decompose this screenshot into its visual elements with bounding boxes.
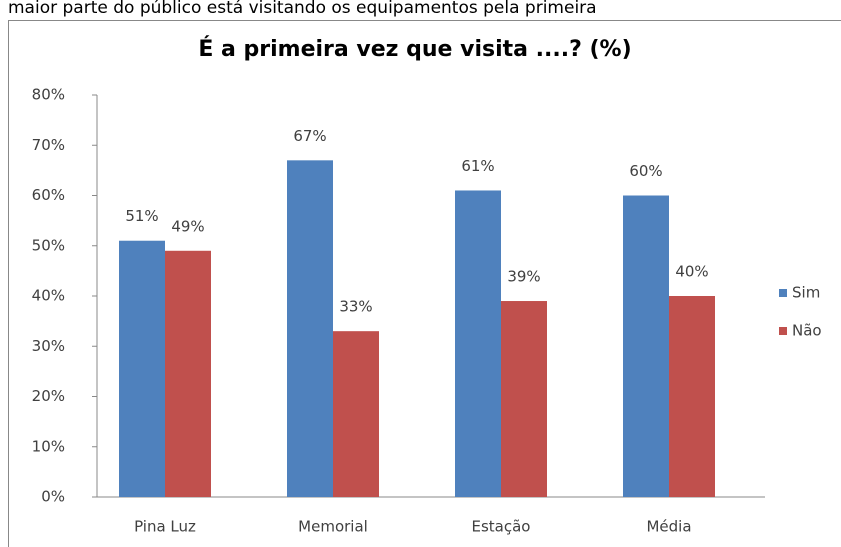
- data-label: 33%: [339, 298, 372, 316]
- y-tick-label: 30%: [32, 337, 65, 355]
- bar: [501, 301, 547, 497]
- chart-border: [8, 20, 841, 547]
- x-tick-label: Estação: [472, 518, 531, 536]
- bar: [165, 250, 211, 497]
- data-label: 49%: [171, 217, 204, 235]
- data-label: 51%: [125, 207, 158, 225]
- data-label: 67%: [293, 127, 326, 145]
- data-label: 61%: [461, 157, 494, 175]
- bar: [669, 296, 715, 497]
- bar: [333, 331, 379, 497]
- caption: maior parte do público está visitando os…: [8, 0, 597, 18]
- bar: [119, 240, 165, 497]
- data-label: 39%: [507, 268, 540, 286]
- chart-title: É a primeira vez que visita ....? (%): [198, 36, 631, 62]
- data-label: 40%: [675, 263, 708, 281]
- x-tick-label: Pina Luz: [134, 518, 196, 536]
- y-tick-label: 60%: [32, 186, 65, 204]
- y-tick-label: 80%: [32, 86, 65, 104]
- legend-label: Não: [792, 322, 822, 340]
- y-tick-label: 70%: [32, 136, 65, 154]
- legend-label: Sim: [792, 284, 820, 302]
- y-tick-label: 50%: [32, 236, 65, 254]
- legend-swatch: [779, 327, 787, 335]
- bar: [287, 160, 333, 497]
- bar: [455, 190, 501, 497]
- bar: [623, 195, 669, 497]
- y-tick-label: 10%: [32, 437, 65, 455]
- y-tick-label: 0%: [41, 488, 65, 506]
- data-label: 60%: [629, 162, 662, 180]
- y-tick-label: 20%: [32, 387, 65, 405]
- legend-swatch: [779, 289, 787, 297]
- y-tick-label: 40%: [32, 287, 65, 305]
- x-tick-label: Memorial: [298, 518, 368, 536]
- x-tick-label: Média: [646, 518, 691, 536]
